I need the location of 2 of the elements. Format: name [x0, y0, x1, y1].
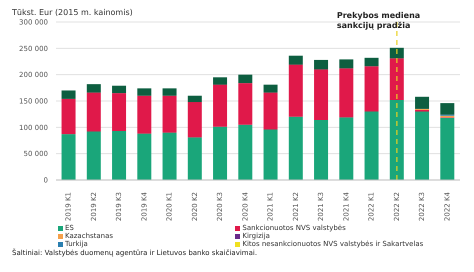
ref-line-label: Prekybos mediena sankcijų pradžia [336, 11, 420, 30]
y-axis-title: Tūkst. Eur (2015 m. kainomis) [12, 8, 133, 17]
